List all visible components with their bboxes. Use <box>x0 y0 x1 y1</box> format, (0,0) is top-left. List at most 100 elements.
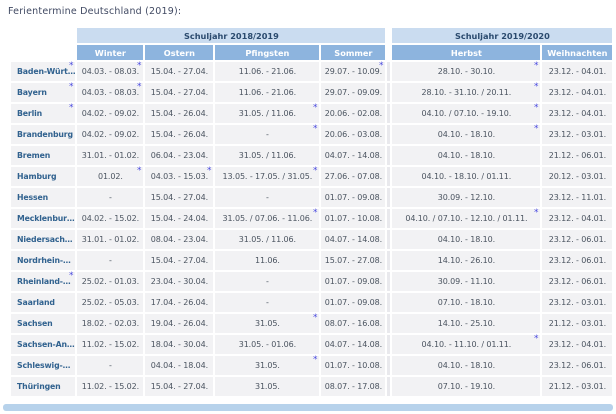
holiday-date-cell: 31.05. / 11.06. <box>215 230 320 249</box>
state-name-link[interactable]: Baden-Würt… * <box>11 62 76 81</box>
holiday-date-cell: 04.07. - 14.08. <box>321 335 386 354</box>
footnote-asterisk: * <box>312 166 318 176</box>
holiday-date-value: 04.10. - 18.10. <box>437 361 496 370</box>
holiday-date-cell: - * <box>215 125 320 144</box>
holiday-date-cell: 23.12. - 04.01. <box>542 335 613 354</box>
holiday-date-cell: 07.10. - 18.10. <box>392 293 541 312</box>
holiday-date-cell: 04.07. - 14.08. <box>321 146 386 165</box>
footnote-asterisk: * <box>312 208 318 218</box>
holiday-date-value: 15.04. - 27.04. <box>150 382 209 391</box>
holiday-date-value: 23.12. - 03.01. <box>548 298 607 307</box>
footnote-asterisk: * <box>136 82 142 92</box>
holiday-date-cell: 31.05. / 07.06. - 11.06. * <box>215 208 320 228</box>
holiday-date-cell: 23.12. - 03.01. <box>542 293 613 312</box>
column-header-winter: Winter <box>77 45 144 60</box>
holiday-date-value: - <box>108 361 112 370</box>
holiday-date-value: 31.01. - 01.02. <box>81 151 140 160</box>
table-row: Bayern * 04.03. - 08.03. * 15.04. - 27.04. 11… <box>11 82 613 102</box>
holiday-date-value: 01.07. - 10.08. <box>324 361 383 370</box>
holiday-date-value: 20.06. - 03.08. <box>324 130 383 139</box>
holiday-date-cell: 15.04. - 27.04. <box>145 251 214 270</box>
holiday-date-value: 08.07. - 16.08. <box>324 319 383 328</box>
holiday-date-value: 31.05. <box>254 319 280 328</box>
holiday-date-value: - <box>108 256 112 265</box>
state-name-label: Rheinland-… <box>17 277 71 286</box>
holiday-date-cell: 04.07. - 14.08. <box>321 230 386 249</box>
holiday-date-value: 04.03. - 08.03. <box>81 88 140 97</box>
holiday-date-cell: 19.04. - 26.04. <box>145 314 214 333</box>
holiday-date-value: - <box>265 130 269 139</box>
footnote-asterisk: * <box>206 166 212 176</box>
state-name-link[interactable]: Saarland <box>11 293 76 312</box>
holiday-date-value: 11.06. - 21.06. <box>238 88 297 97</box>
footnote-asterisk: * <box>533 82 539 92</box>
holiday-date-value: 04.10. - 18.10. <box>437 130 496 139</box>
holiday-date-cell: 04.10. / 07.10. - 19.10. * <box>392 104 541 123</box>
state-name-link[interactable]: Bremen <box>11 146 76 165</box>
holiday-date-cell: 15.07. - 27.08. <box>321 251 386 270</box>
holiday-date-cell: 04.10. - 18.10. * <box>392 125 541 144</box>
table-row: Saarland 25.02. - 05.03. 17.04. - 26.04. - 0… <box>11 293 613 312</box>
horizontal-scrollbar[interactable] <box>3 404 613 411</box>
state-name-link[interactable]: Brandenburg <box>11 125 76 144</box>
holiday-date-value: 11.02. - 15.02. <box>81 340 140 349</box>
holiday-date-value: 11.02. - 15.02. <box>81 382 140 391</box>
holiday-date-value: 18.04. - 30.04. <box>150 340 209 349</box>
table-row: Berlin * 04.02. - 09.02. 15.04. - 26.04. 31.… <box>11 103 613 123</box>
group-divider <box>387 45 390 60</box>
holiday-date-value: 23.12. - 11.01. <box>548 193 607 202</box>
table-row: Mecklenbur… 04.02. - 15.02. 15.04. - 24.04… <box>11 208 613 228</box>
holiday-date-value: 13.05. - 17.05. / 31.05. <box>222 172 313 181</box>
state-name-label: Hamburg <box>17 172 57 181</box>
holiday-date-cell: 04.02. - 15.02. <box>77 209 144 228</box>
holiday-date-value: 04.10. / 07.10. - 12.10. / 01.11. <box>405 214 528 223</box>
holiday-date-value: 31.01. - 01.02. <box>81 235 140 244</box>
state-name-label: Sachsen <box>17 319 53 328</box>
footnote-asterisk: * <box>378 61 384 71</box>
group-divider <box>387 356 391 375</box>
holiday-date-value: 04.10. - 18.10. / 01.11. <box>421 172 512 181</box>
holiday-date-cell: 30.09. - 11.10. <box>392 272 541 291</box>
group-divider <box>387 251 391 270</box>
holiday-date-value: 01.02. <box>97 172 123 181</box>
footnote-asterisk: * <box>312 103 318 113</box>
state-name-link[interactable]: Berlin * <box>11 104 76 123</box>
holiday-date-cell: 23.04. - 30.04. <box>145 272 214 291</box>
state-name-label: Schleswig-… <box>17 361 71 370</box>
state-name-link[interactable]: Mecklenbur… <box>11 209 76 228</box>
state-name-label: Baden-Würt… <box>17 67 76 76</box>
holiday-date-cell: 08.07. - 16.08. <box>321 314 386 333</box>
state-name-link[interactable]: Thüringen <box>11 377 76 396</box>
holiday-date-cell: 17.04. - 26.04. <box>145 293 214 312</box>
holiday-date-value: 23.12. - 04.01. <box>548 340 607 349</box>
holiday-date-cell: 11.06. - 21.06. <box>215 83 320 102</box>
ferientermine-table: Schuljahr 2018/2019 Schuljahr 2019/2020 … <box>9 26 614 398</box>
holiday-date-cell: 31.05. / 11.06. <box>215 146 320 165</box>
holiday-date-value: 15.04. - 26.04. <box>150 130 209 139</box>
state-name-link[interactable]: Sachsen-An… <box>11 335 76 354</box>
holiday-date-cell: - <box>215 272 320 291</box>
footnote-asterisk: * <box>312 355 318 365</box>
holiday-date-cell: 04.10. - 18.10. <box>392 230 541 249</box>
state-name-link[interactable]: Hessen <box>11 188 76 207</box>
holiday-date-cell: 20.06. - 02.08. <box>321 104 386 123</box>
state-name-link[interactable]: Bayern * <box>11 83 76 102</box>
state-name-link[interactable]: Rheinland-… * <box>11 272 76 291</box>
group-divider <box>387 188 391 207</box>
holiday-date-cell: 25.02. - 01.03. <box>77 272 144 291</box>
holiday-date-value: - <box>265 298 269 307</box>
holiday-date-cell: 31.05. / 11.06. * <box>215 103 320 123</box>
holiday-date-cell: 15.04. - 27.04. <box>145 62 214 81</box>
table-row: Thüringen 11.02. - 15.02. 15.04. - 27.04. 3… <box>11 377 613 396</box>
holiday-date-value: 18.02. - 02.03. <box>81 319 140 328</box>
holiday-date-value: 31.05. / 11.06. <box>238 109 296 118</box>
holiday-date-cell: 11.06. <box>215 251 320 270</box>
holiday-date-cell: 31.01. - 01.02. <box>77 146 144 165</box>
state-name-link[interactable]: Hamburg <box>11 167 76 186</box>
state-name-link[interactable]: Niedersach… <box>11 230 76 249</box>
state-name-link[interactable]: Schleswig-… <box>11 356 76 375</box>
holiday-date-cell: 23.12. - 04.01. <box>542 62 613 81</box>
state-name-link[interactable]: Nordrhein-… <box>11 251 76 270</box>
state-name-link[interactable]: Sachsen <box>11 314 76 333</box>
holiday-date-value: 04.07. - 14.08. <box>324 340 383 349</box>
